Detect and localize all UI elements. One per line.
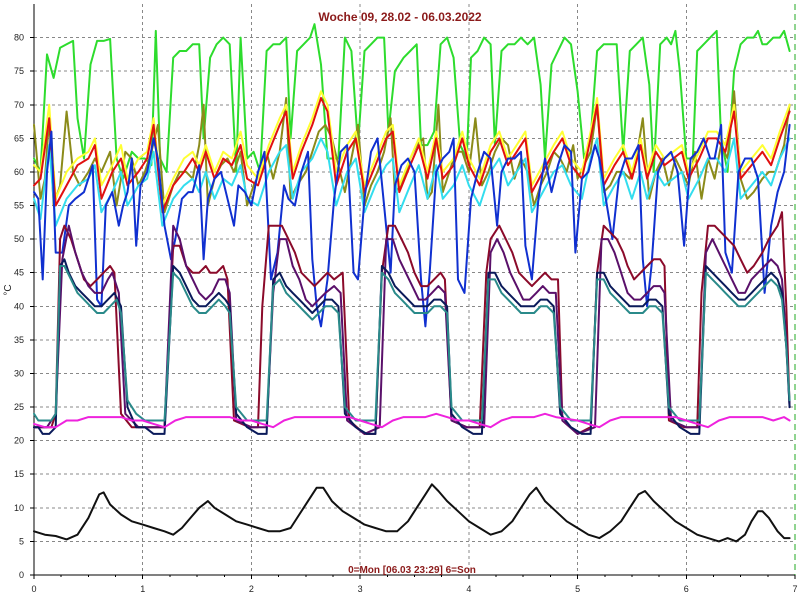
y-tick-label: 20 [14,436,24,446]
x-tick-label: 6 [684,584,689,594]
chart-title: Woche 09, 28.02 - 06.03.2022 [318,10,482,24]
y-tick-label: 70 [14,100,24,110]
y-tick-label: 15 [14,469,24,479]
series-line-1 [33,23,791,180]
y-tick-label: 30 [14,368,24,378]
y-axis-label: °C [3,284,14,295]
chart-footer: 0=Mon [06.03 23:29] 6=Son [348,565,476,576]
y-tick-label: 80 [14,33,24,43]
series-line-11 [33,412,791,429]
series-line-12 [33,483,791,543]
y-tick-label: 75 [14,66,24,76]
y-tick-label: 0 [19,570,24,580]
series-line-6 [33,123,791,328]
axis-layer [30,4,796,579]
x-tick-label: 3 [358,584,363,594]
series-line-8 [33,224,791,435]
y-tick-label: 40 [14,301,24,311]
x-tick-label: 4 [466,584,471,594]
x-tick-label: 0 [31,584,36,594]
series-layer [33,23,791,543]
series-line-5 [33,137,791,227]
y-tick-label: 10 [14,503,24,513]
y-tick-label: 55 [14,201,24,211]
y-tick-label: 50 [14,234,24,244]
y-tick-label: 35 [14,335,24,345]
y-tick-label: 45 [14,268,24,278]
x-tick-label: 2 [249,584,254,594]
y-tick-label: 65 [14,133,24,143]
y-tick-label: 25 [14,402,24,412]
y-tick-label: 5 [19,536,24,546]
x-tick-label: 1 [140,584,145,594]
x-tick-label: 5 [575,584,580,594]
y-tick-label: 60 [14,167,24,177]
x-tick-label: 7 [792,584,797,594]
grid-layer [34,4,795,575]
series-line-10 [33,265,791,422]
